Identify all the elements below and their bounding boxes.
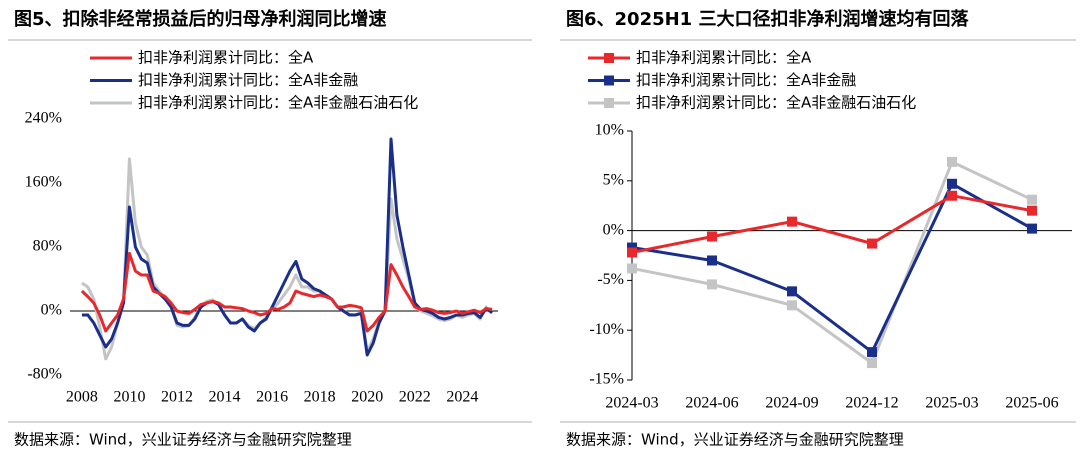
series-line xyxy=(81,137,493,357)
series-line xyxy=(631,160,1033,365)
chart-title: 图6、2025H1 三大口径扣非净利润增速均有回落 xyxy=(566,8,969,30)
marker xyxy=(707,255,717,266)
marker xyxy=(1027,205,1037,216)
marker xyxy=(627,247,637,258)
y-tick-label: 80% xyxy=(33,238,62,255)
marker xyxy=(787,216,797,227)
source: 数据来源：Wind，兴业证券经济与金融研究院整理 xyxy=(14,431,352,449)
legend-marker xyxy=(604,75,614,86)
x-tick-label: 2024-03 xyxy=(605,395,658,412)
marker xyxy=(707,231,717,242)
y-tick-label: -10% xyxy=(589,321,624,338)
x-tick-label: 2014 xyxy=(209,389,241,406)
y-tick-label: -5% xyxy=(597,271,624,288)
y-tick-label: 5% xyxy=(603,171,624,188)
x-tick-label: 2025-06 xyxy=(1005,395,1058,412)
marker xyxy=(947,178,957,189)
marker xyxy=(1027,223,1037,234)
x-tick-label: 2010 xyxy=(113,389,145,406)
x-tick-label: 2008 xyxy=(66,389,98,406)
series-line xyxy=(631,182,1033,354)
y-tick-label: 160% xyxy=(25,174,62,191)
x-tick-label: 2016 xyxy=(256,389,288,406)
y-tick-label: 10% xyxy=(595,122,624,139)
marker xyxy=(1027,194,1037,205)
chart-title: 图5、扣除非经常损益后的归母净利润同比增速 xyxy=(14,8,387,30)
x-tick-label: 2024 xyxy=(446,389,478,406)
legend-label: 扣非净利润累计同比：全A非金融 xyxy=(138,71,358,89)
y-tick-label: -80% xyxy=(27,366,62,383)
x-tick-label: 2012 xyxy=(161,389,193,406)
source: 数据来源：Wind，兴业证券经济与金融研究院整理 xyxy=(566,431,904,449)
y-tick-label: -15% xyxy=(589,371,624,388)
marker xyxy=(787,286,797,297)
y-tick-label: 0% xyxy=(603,221,624,238)
series-line xyxy=(631,194,1033,254)
legend-label: 扣非净利润累计同比：全A xyxy=(636,49,812,67)
marker xyxy=(867,238,877,249)
marker xyxy=(947,190,957,201)
x-tick-label: 2022 xyxy=(399,389,431,406)
x-tick-label: 2024-12 xyxy=(845,395,898,412)
series-line xyxy=(80,251,493,333)
x-tick-label: 2020 xyxy=(351,389,383,406)
legend-label: 扣非净利润累计同比：全A xyxy=(138,49,314,67)
x-tick-label: 2025-03 xyxy=(925,395,978,412)
y-tick-label: 0% xyxy=(41,302,62,319)
marker xyxy=(787,300,797,311)
marker xyxy=(867,358,877,369)
legend-marker xyxy=(604,98,614,108)
x-tick-label: 2024-06 xyxy=(685,395,738,412)
legend-label: 扣非净利润累计同比：全A非金融 xyxy=(636,71,856,89)
y-tick-label: 240% xyxy=(25,110,62,127)
x-tick-label: 2018 xyxy=(304,389,336,406)
marker xyxy=(707,279,717,290)
marker xyxy=(947,156,957,167)
marker xyxy=(627,263,637,274)
legend-marker xyxy=(604,53,614,63)
legend-label: 扣非净利润累计同比：全A非金融石油石化 xyxy=(138,94,418,112)
x-tick-label: 2024-09 xyxy=(765,395,818,412)
marker xyxy=(867,347,877,358)
legend-label: 扣非净利润累计同比：全A非金融石油石化 xyxy=(636,94,916,112)
